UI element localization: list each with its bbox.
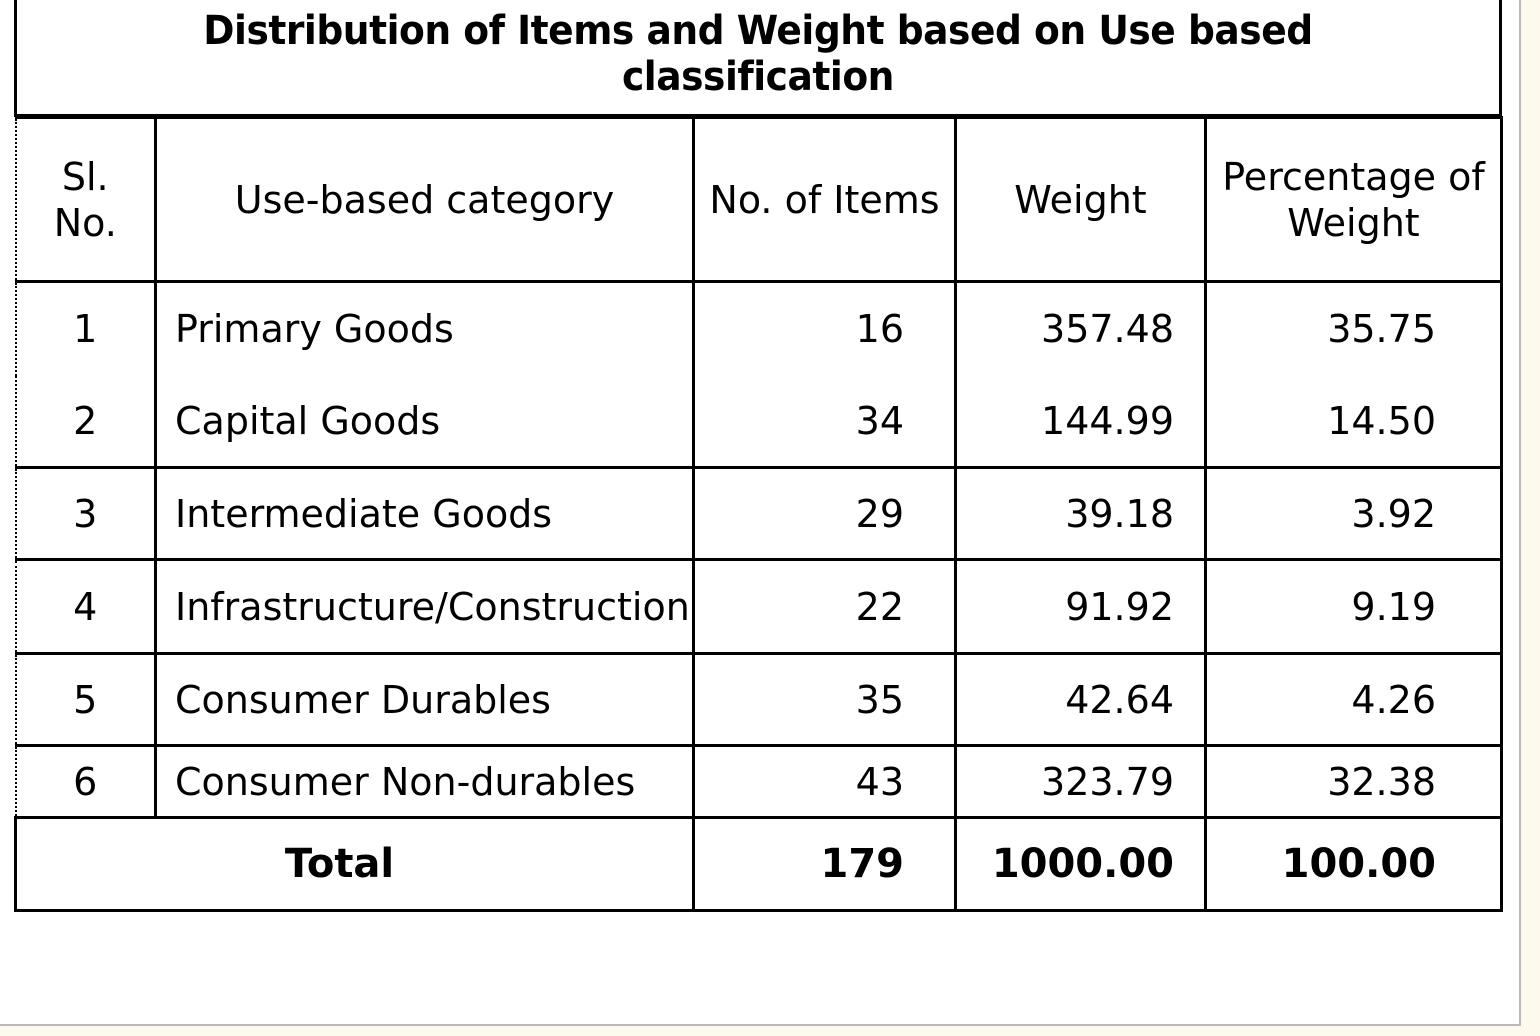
- row-weight: 42.64: [954, 652, 1207, 747]
- row-weight: 144.99: [954, 375, 1207, 469]
- header-sl-no: Sl. No.: [14, 116, 157, 283]
- row-sl-no: 6: [14, 744, 157, 819]
- total-items: 179: [692, 816, 957, 912]
- row-weight: 357.48: [954, 280, 1207, 376]
- row-items: 16: [692, 280, 957, 376]
- row-category: Consumer Non-durables: [154, 744, 695, 819]
- header-weight: Weight: [954, 116, 1207, 283]
- header-items: No. of Items: [692, 116, 957, 283]
- table-title-box: Distribution of Items and Weight based o…: [14, 0, 1502, 117]
- row-items: 43: [692, 744, 957, 819]
- header-sl-line2: No.: [53, 200, 117, 245]
- table-title: Distribution of Items and Weight based o…: [203, 8, 1313, 100]
- row-items: 29: [692, 466, 957, 561]
- header-category: Use-based category: [154, 116, 695, 283]
- row-percentage: 4.26: [1204, 652, 1503, 747]
- page-edge-bottom: [0, 1024, 1521, 1036]
- table-row: 1 Primary Goods 16 357.48 35.75: [14, 280, 1503, 376]
- row-percentage: 35.75: [1204, 280, 1503, 376]
- row-items: 22: [692, 558, 957, 655]
- header-percentage: Percentage of Weight: [1204, 116, 1503, 283]
- row-weight: 91.92: [954, 558, 1207, 655]
- total-weight: 1000.00: [954, 816, 1207, 912]
- row-category: Intermediate Goods: [154, 466, 695, 561]
- table-row: 2 Capital Goods 34 144.99 14.50: [14, 375, 1503, 469]
- table-row: 3 Intermediate Goods 29 39.18 3.92: [14, 466, 1503, 561]
- total-label: Total: [14, 816, 695, 912]
- row-sl-no: 1: [14, 280, 157, 376]
- table-row: 6 Consumer Non-durables 43 323.79 32.38: [14, 744, 1503, 819]
- header-pct-line1: Percentage of: [1222, 154, 1485, 199]
- row-items: 35: [692, 652, 957, 747]
- row-items: 34: [692, 375, 957, 469]
- table-row: 4 Infrastructure/Construction 22 91.92 9…: [14, 558, 1503, 655]
- row-weight: 323.79: [954, 744, 1207, 819]
- table-total-row: Total 179 1000.00 100.00: [14, 816, 1503, 912]
- row-percentage: 9.19: [1204, 558, 1503, 655]
- row-category: Primary Goods: [154, 280, 695, 376]
- row-weight: 39.18: [954, 466, 1207, 561]
- header-sl-line1: Sl.: [61, 154, 109, 199]
- row-sl-no: 4: [14, 558, 157, 655]
- row-sl-no: 3: [14, 466, 157, 561]
- total-percentage: 100.00: [1204, 816, 1503, 912]
- row-category: Consumer Durables: [154, 652, 695, 747]
- row-percentage: 32.38: [1204, 744, 1503, 819]
- row-percentage: 3.92: [1204, 466, 1503, 561]
- header-pct-line2: Weight: [1287, 200, 1420, 245]
- row-sl-no: 5: [14, 652, 157, 747]
- row-sl-no: 2: [14, 375, 157, 469]
- row-category: Infrastructure/Construction: [154, 558, 695, 655]
- row-category: Capital Goods: [154, 375, 695, 469]
- page-edge-right: [1519, 0, 1540, 1036]
- row-percentage: 14.50: [1204, 375, 1503, 469]
- classification-table: Sl. No. Use-based category No. of Items …: [14, 116, 1503, 912]
- table-header-row: Sl. No. Use-based category No. of Items …: [14, 116, 1503, 283]
- table-row: 5 Consumer Durables 35 42.64 4.26: [14, 652, 1503, 747]
